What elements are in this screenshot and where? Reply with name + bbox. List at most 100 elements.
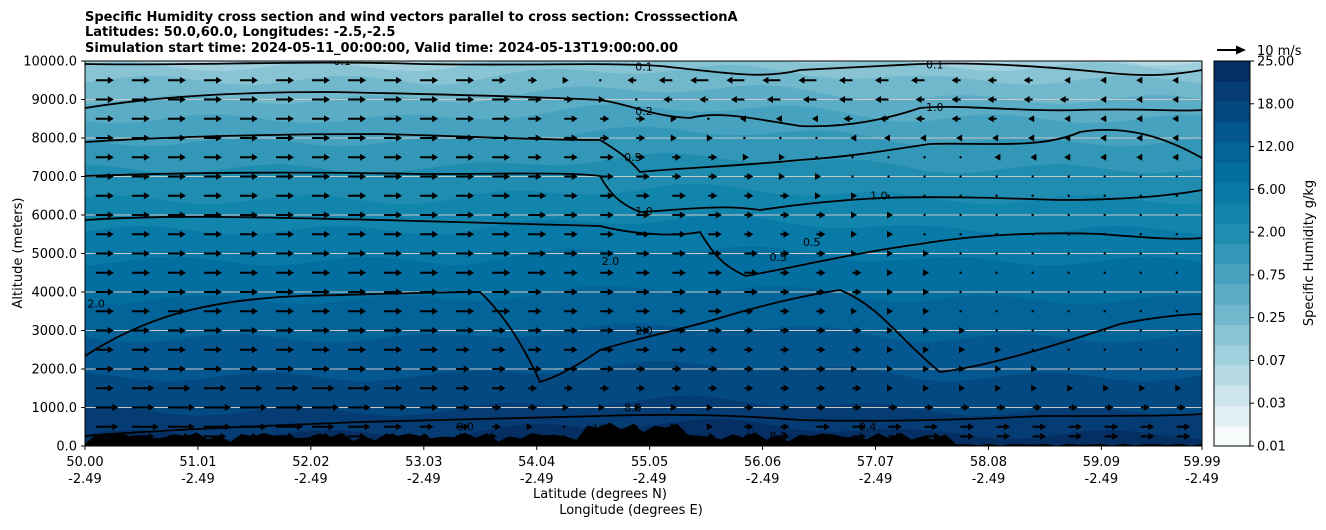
wind-vector: [888, 404, 898, 411]
wind-vector: [167, 423, 195, 431]
wind-vector: [915, 115, 925, 123]
wind-vector: [275, 192, 294, 200]
wind-vector: [203, 96, 222, 103]
wind-vector: [312, 192, 331, 200]
wind-vector: [1175, 252, 1178, 255]
x-tick-label-lat: 59.09: [1083, 455, 1120, 470]
wind-vector: [1140, 404, 1150, 411]
contour-label: 1.0: [635, 205, 653, 218]
wind-vector: [95, 134, 114, 142]
wind-vector: [780, 192, 790, 200]
wind-vector: [95, 288, 114, 296]
wind-vector: [951, 115, 961, 123]
wind-vector: [348, 288, 367, 296]
colorbar-frame: [1213, 60, 1251, 447]
contour-label: 1.0: [926, 101, 944, 114]
wind-vector: [348, 365, 367, 373]
wind-vector: [887, 288, 894, 296]
wind-vector: [780, 250, 790, 257]
wind-vector: [744, 432, 754, 440]
wind-vector: [811, 115, 818, 123]
wind-vector: [312, 173, 331, 180]
colorbar-swatch: [1214, 243, 1250, 265]
wind-vector: [95, 307, 114, 315]
wind-vector: [1139, 213, 1142, 217]
wind-vector: [420, 192, 439, 200]
wind-vector: [348, 384, 371, 392]
x-tick-label-lon: -2.49: [1085, 472, 1119, 487]
wind-vector: [1103, 348, 1106, 351]
wind-vector: [456, 288, 475, 296]
wind-vector: [1175, 213, 1178, 217]
colorbar-tick-label: 2.00: [1257, 226, 1286, 241]
wind-vector: [959, 365, 966, 373]
wind-vector: [131, 307, 150, 315]
wind-vector: [1136, 134, 1143, 142]
wind-vector: [95, 365, 114, 373]
wind-vector: [1031, 233, 1034, 236]
wind-vector: [1103, 310, 1106, 313]
y-tick-label: 2000.0: [32, 363, 78, 378]
wind-vector: [923, 365, 930, 373]
wind-vector: [852, 404, 862, 411]
wind-vector: [384, 432, 398, 440]
wind-vectors: [95, 76, 1191, 440]
wind-vector: [959, 327, 966, 334]
wind-vector: [275, 115, 294, 123]
wind-vector: [636, 192, 650, 200]
wind-vector: [887, 269, 894, 277]
wind-vector: [923, 288, 930, 296]
wind-vector: [275, 307, 294, 315]
wind-vector: [564, 365, 578, 373]
wind-vector: [995, 271, 998, 274]
wind-vector: [167, 404, 195, 411]
x-axis-title-latitude: Latitude (degrees N): [533, 487, 667, 502]
contour-label: 8.0: [769, 430, 787, 443]
wind-vector: [239, 76, 258, 84]
wind-vector: [564, 173, 578, 180]
wind-vector: [996, 423, 1011, 431]
wind-vector: [708, 365, 718, 373]
wind-vector: [1067, 329, 1070, 332]
colorbar-swatch: [1214, 121, 1250, 143]
wind-vector: [920, 134, 927, 142]
wind-vector: [879, 115, 889, 123]
wind-vector: [798, 76, 817, 84]
wind-vector: [420, 250, 439, 257]
wind-vector: [778, 173, 785, 180]
wind-vector: [708, 327, 722, 334]
contour-label: 0.5: [769, 251, 787, 264]
wind-vector: [348, 115, 367, 123]
wind-vector: [923, 384, 930, 392]
wind-vector: [1100, 134, 1107, 142]
wind-vector: [131, 432, 155, 440]
wind-vector: [95, 346, 114, 354]
wind-vector: [852, 432, 866, 440]
colorbar: [1214, 61, 1250, 447]
wind-vector: [600, 288, 614, 296]
wind-vector: [708, 288, 722, 296]
wind-vector: [1139, 348, 1142, 351]
wind-vector: [384, 404, 407, 411]
wind-vector: [384, 115, 403, 123]
wind-vector: [490, 432, 497, 440]
wind-vector: [744, 327, 754, 334]
wind-vector: [203, 192, 222, 200]
wind-vector: [564, 250, 578, 257]
wind-vector: [923, 307, 930, 315]
wind-vector: [887, 175, 890, 178]
wind-vector: [1139, 271, 1142, 274]
wind-vector: [951, 76, 961, 84]
wind-vector: [672, 346, 686, 354]
wind-vector: [814, 192, 821, 200]
colorbar-swatch: [1214, 162, 1250, 184]
wind-vector: [131, 134, 150, 142]
wind-vector: [726, 76, 745, 84]
wind-vector: [239, 250, 258, 257]
wind-vector: [564, 346, 578, 354]
wind-vector: [203, 307, 222, 315]
wind-vector: [275, 173, 294, 180]
wind-vector: [636, 173, 650, 180]
wind-vector: [528, 115, 542, 123]
wind-vector: [924, 432, 941, 440]
